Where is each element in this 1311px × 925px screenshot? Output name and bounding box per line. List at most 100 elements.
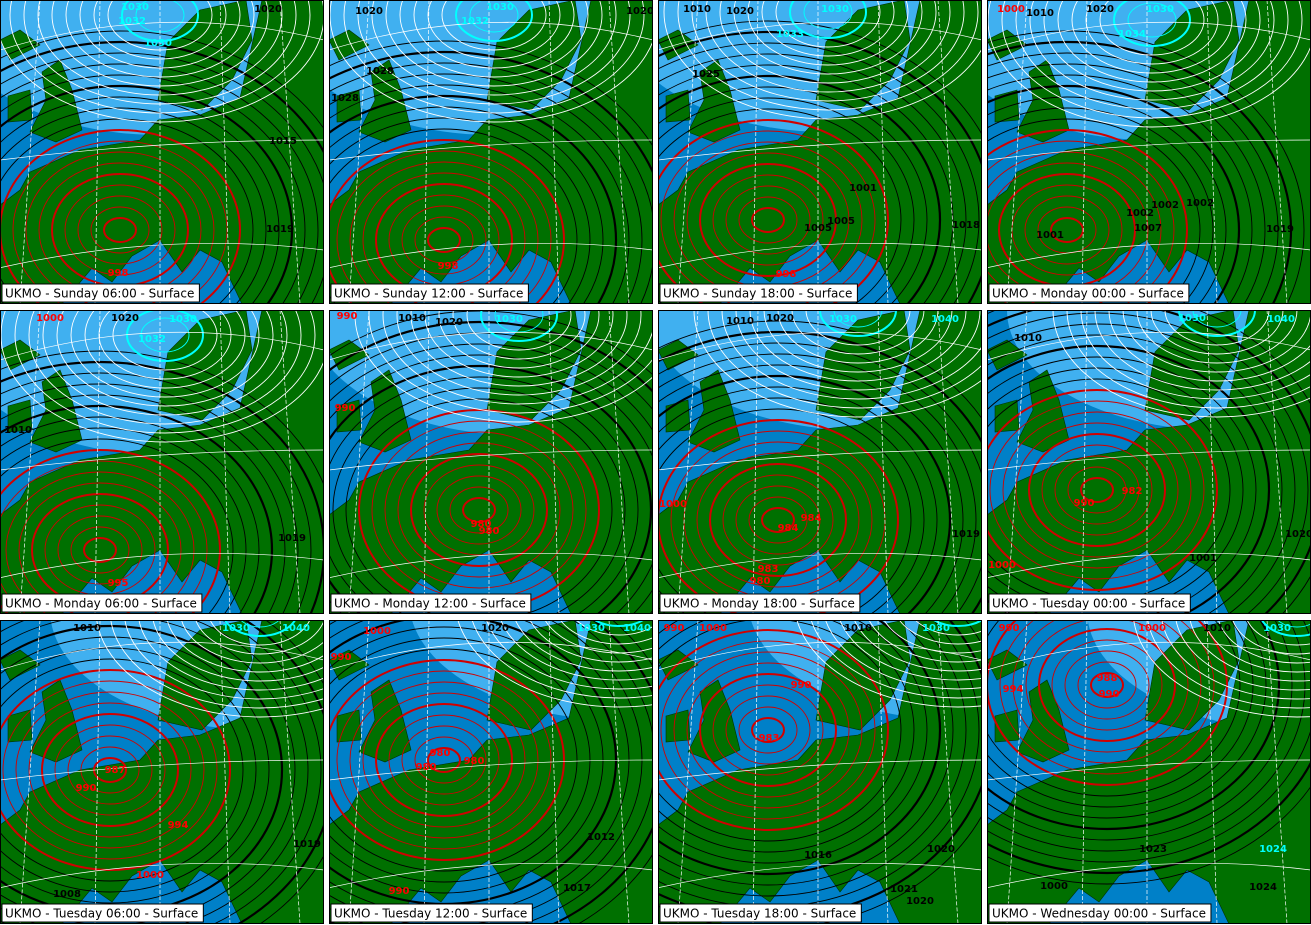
isobar-mid — [329, 50, 653, 176]
pressure-label: 1023 — [1139, 844, 1167, 855]
pressure-label: 983 — [758, 564, 779, 575]
caption-box — [330, 283, 529, 303]
isobar-mid — [329, 626, 604, 894]
pressure-label: 1028 — [366, 66, 394, 77]
isobar-mid — [0, 63, 319, 304]
graticule — [608, 0, 630, 304]
isobar-mid — [0, 52, 324, 304]
pressure-label: 1020 — [1285, 529, 1311, 540]
isobar-low — [362, 172, 526, 304]
isobar-high — [1127, 2, 1177, 38]
isobar-high — [371, 0, 617, 96]
pressure-label: 1030 — [121, 2, 149, 13]
land — [658, 310, 982, 614]
isobar-mid — [987, 40, 1293, 304]
pressure-label: 980 — [464, 756, 485, 767]
graticule — [658, 21, 982, 51]
isobar-mid — [0, 636, 270, 904]
pressure-label: 1000 — [997, 4, 1025, 15]
pressure-label: 990 — [337, 311, 358, 322]
isobar-high — [825, 620, 982, 690]
isobar-low — [1028, 433, 1166, 547]
land — [987, 649, 1028, 681]
land — [0, 0, 324, 304]
isobar-high — [140, 317, 190, 353]
graticule — [1006, 620, 1028, 924]
isobar-low — [1080, 477, 1114, 503]
isobar-mid — [987, 52, 1279, 304]
graticule — [987, 449, 1311, 471]
land — [329, 620, 653, 924]
isobar-low — [15, 691, 205, 849]
graticule — [423, 310, 430, 614]
isobar-high — [1085, 0, 1219, 65]
pressure-label: 995 — [108, 578, 129, 589]
isobar-high — [775, 0, 881, 48]
isobar-high — [1276, 620, 1311, 628]
pressure-label: 1018 — [952, 220, 980, 231]
isobar-mid — [329, 637, 591, 883]
isobar-low — [462, 497, 496, 523]
pressure-label: 1002 — [1186, 198, 1214, 209]
isobar-high — [382, 310, 653, 405]
graticule — [19, 620, 41, 924]
caption: UKMO - Tuesday 06:00 - Surface — [5, 907, 198, 921]
isobar-low — [0, 449, 221, 614]
land — [329, 29, 370, 61]
isobar-low — [1054, 455, 1140, 525]
pressure-label: 998 — [776, 269, 797, 280]
isobar-low — [725, 695, 811, 765]
isobar-low — [77, 195, 163, 265]
land — [0, 649, 41, 681]
pressure-label: 1030 — [577, 623, 605, 634]
graticule — [937, 0, 959, 304]
isobar-low — [722, 474, 834, 566]
land — [329, 0, 653, 304]
pressure-label: 1019 — [278, 533, 306, 544]
isobar-mid — [658, 108, 902, 304]
isobar-low — [388, 714, 500, 806]
isobar-high — [1164, 310, 1270, 346]
land — [29, 679, 83, 763]
isobar-high — [705, 0, 951, 93]
caption: UKMO - Monday 18:00 - Surface — [663, 597, 855, 611]
isobar-mid — [658, 620, 928, 864]
graticule — [1081, 620, 1088, 924]
isobar-high — [1178, 310, 1256, 337]
isobar-high — [839, 620, 982, 681]
isobar-high — [883, 620, 982, 654]
isobar-low — [103, 217, 137, 243]
pressure-label: 980 — [479, 526, 500, 537]
pressure-label: 1019 — [952, 529, 980, 540]
land — [0, 620, 324, 924]
graticule — [1206, 620, 1218, 924]
pressure-label: 1020 — [766, 313, 794, 324]
caption-box — [988, 593, 1191, 613]
isobar-high — [469, 0, 519, 33]
isobar-high — [749, 310, 967, 382]
isobar-high — [396, 310, 642, 396]
graticule — [987, 331, 1311, 361]
isobar-high — [1113, 0, 1191, 47]
isobar-mid — [0, 394, 286, 614]
pressure-label: 994 — [1003, 684, 1024, 695]
isobar-mid — [0, 404, 274, 614]
pressure-label: 1020 — [111, 313, 139, 324]
isobar-low — [410, 453, 548, 567]
caption-box — [1, 283, 200, 303]
map-panel: 1030 1032 1030 1020 1015 1019 998 UKMO - Sunday… — [0, 0, 324, 304]
graticule — [658, 641, 982, 671]
graticule — [752, 310, 759, 614]
isobar-mid — [987, 620, 1267, 819]
isobar-high — [121, 0, 199, 42]
pressure-label: 980 — [416, 762, 437, 773]
pressure-label: 1032 — [118, 16, 146, 27]
isobar-low — [12, 140, 228, 304]
caption: UKMO - Sunday 12:00 - Surface — [334, 287, 523, 301]
isobar-high — [575, 620, 653, 636]
isobar-mid — [0, 620, 309, 924]
graticule — [877, 620, 889, 924]
